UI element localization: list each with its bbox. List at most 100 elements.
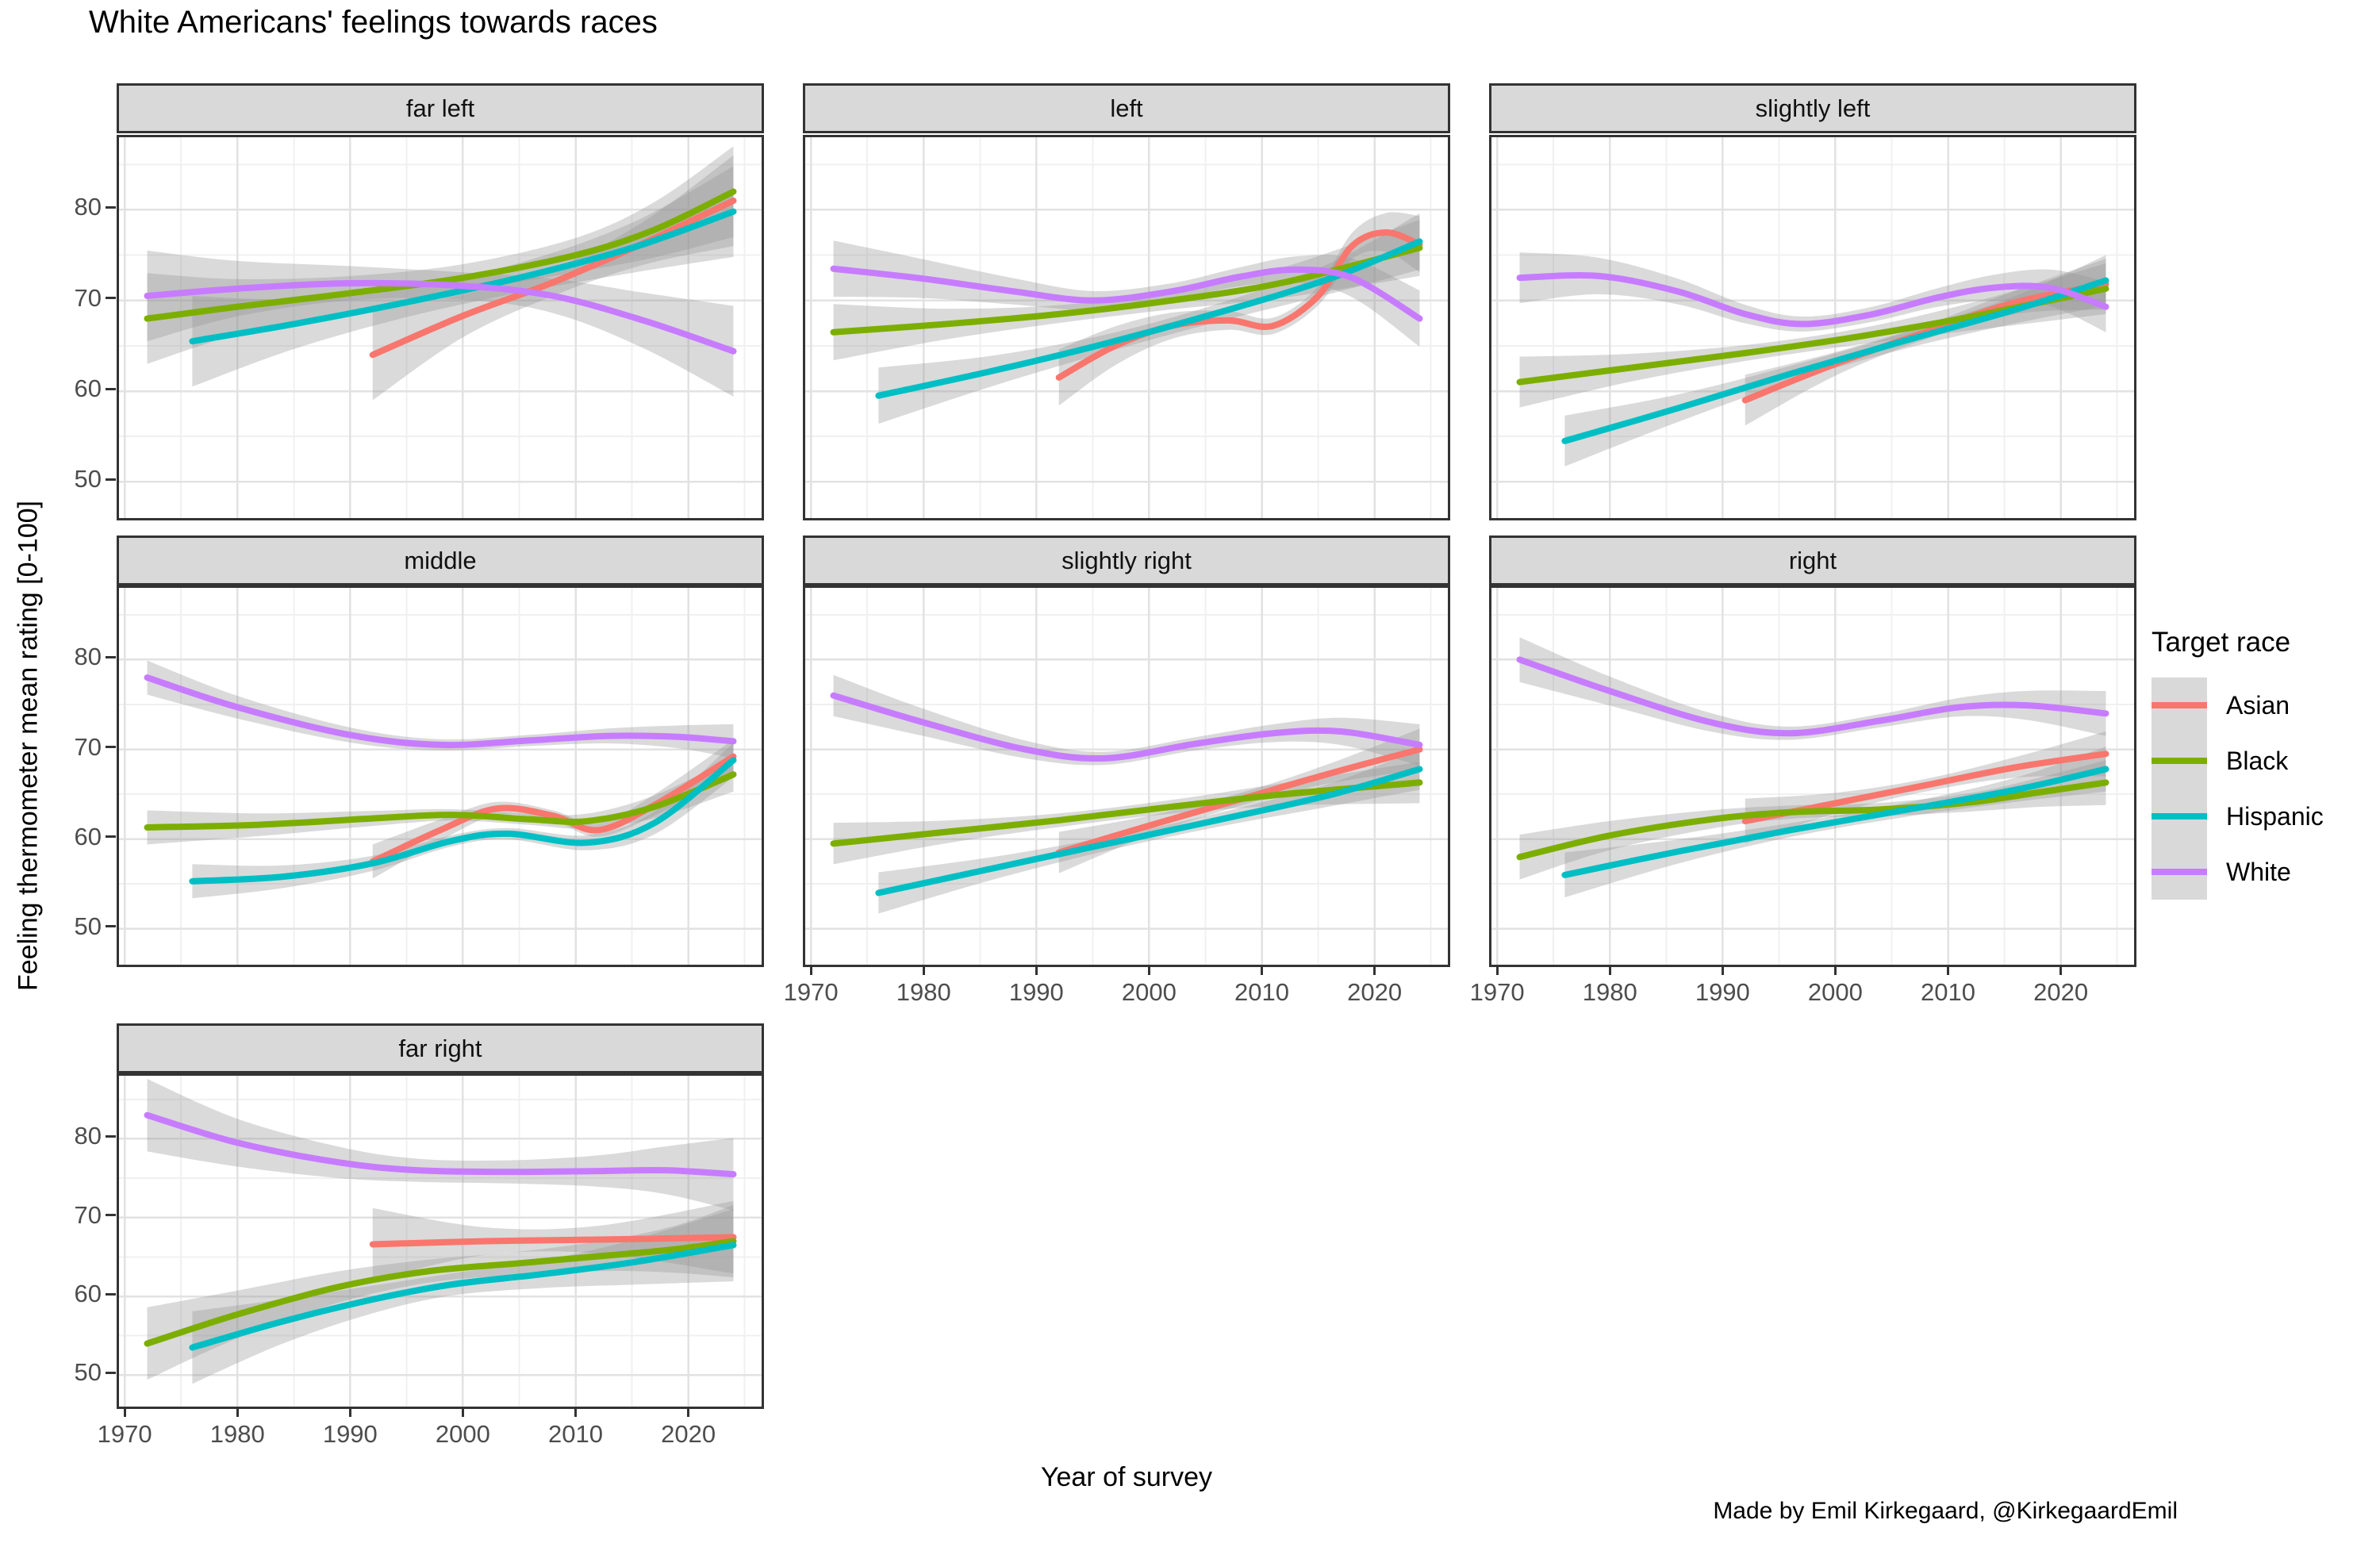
x-tick-mark (2059, 965, 2063, 975)
chart-caption: Made by Emil Kirkegaard, @KirkegaardEmil (1713, 1498, 2178, 1524)
right-hispanic-trend-line (1561, 766, 2109, 878)
x-tick-mark (1035, 965, 1038, 975)
legend: Target race Asian Black Hispanic White (2152, 627, 2324, 900)
left-white-trend-line (830, 265, 1423, 322)
x-tick-mark (1833, 965, 1837, 975)
y-tick-mark (106, 835, 116, 839)
facet-plot-middle (119, 588, 762, 965)
far-left-black-ci-ribbon (147, 146, 734, 364)
x-tick-label: 1990 (1695, 978, 1750, 1006)
facet-strip-label-left: left (1110, 94, 1143, 122)
y-tick-mark (106, 387, 116, 390)
legend-line-icon (2152, 869, 2207, 875)
left-hispanic-trend-line (875, 238, 1423, 399)
x-tick-mark (1608, 965, 1611, 975)
legend-label-hispanic: Hispanic (2226, 801, 2324, 831)
x-tick-mark (809, 965, 812, 975)
facet-panel-far-right (117, 1073, 764, 1409)
slightly-left-black-ci-ribbon (1519, 263, 2106, 408)
left-hispanic-ci-ribbon (878, 213, 1420, 424)
facet-plot-slightly-left (1491, 137, 2134, 518)
x-tick-label: 2010 (1234, 978, 1289, 1006)
x-tick-label: 1980 (896, 978, 951, 1006)
right-black-ci-ribbon (1519, 760, 2106, 880)
facet-strip-left: left (803, 83, 1450, 133)
right-white-trend-line (1516, 656, 2109, 737)
far-right-hispanic-ci-ribbon (192, 1208, 734, 1384)
y-tick-label: 80 (74, 643, 102, 671)
y-tick-mark (106, 297, 116, 300)
x-tick-mark (1721, 965, 1724, 975)
y-tick-label: 70 (74, 732, 102, 761)
y-tick-mark (106, 1134, 116, 1138)
facet-strip-right: right (1489, 536, 2136, 585)
y-tick-label: 60 (74, 1280, 102, 1307)
facet-strip-middle: middle (117, 536, 764, 585)
x-tick-label: 2000 (1807, 978, 1863, 1006)
facet-plot-far-left (119, 137, 762, 518)
middle-hispanic-ci-ribbon (192, 743, 734, 899)
x-tick-label: 1980 (1582, 978, 1637, 1006)
slightly-right-black-trend-line (830, 779, 1423, 847)
y-tick-label: 50 (74, 465, 102, 493)
middle-black-trend-line (144, 771, 737, 831)
x-tick-mark (1373, 965, 1376, 975)
facet-plot-slightly-right (805, 588, 1448, 965)
far-left-hispanic-trend-line (189, 208, 737, 345)
slightly-left-white-trend-line (1516, 271, 2109, 328)
legend-items: Asian Black Hispanic White (2152, 678, 2324, 900)
legend-line-icon (2152, 758, 2207, 764)
x-tick-mark (1147, 965, 1150, 975)
y-tick-label: 60 (74, 374, 102, 402)
slightly-right-white-ci-ribbon (833, 674, 1420, 766)
y-tick-mark (106, 655, 116, 658)
slightly-right-hispanic-ci-ribbon (878, 748, 1420, 914)
legend-key-swatch-black (2152, 733, 2207, 789)
legend-item-asian: Asian (2152, 678, 2324, 733)
facet-panel-slightly-left (1489, 135, 2136, 520)
slightly-left-black-trend-line (1516, 285, 2109, 386)
x-tick-label: 2020 (661, 1420, 716, 1448)
far-right-black-ci-ribbon (147, 1204, 734, 1380)
y-tick-label: 80 (74, 193, 102, 221)
facet-strip-label-middle: middle (404, 546, 477, 574)
legend-title: Target race (2152, 627, 2291, 658)
slightly-left-white-ci-ribbon (1519, 252, 2106, 332)
x-tick-mark (687, 1407, 690, 1417)
slightly-right-white-trend-line (830, 692, 1423, 762)
far-left-white-trend-line (144, 279, 737, 355)
far-left-asian-trend-line (369, 198, 737, 359)
legend-item-hispanic: Hispanic (2152, 789, 2324, 844)
x-tick-label: 2000 (1121, 978, 1177, 1006)
x-axis-title: Year of survey (1040, 1462, 1213, 1492)
chart-title: White Americans' feelings towards races (89, 5, 658, 40)
far-right-white-trend-line (144, 1111, 737, 1178)
y-axis-title: Feeling thermometer mean rating [0-100] (13, 501, 44, 991)
x-tick-label: 1990 (322, 1420, 378, 1448)
legend-key-swatch-white (2152, 844, 2207, 900)
facet-plot-right (1491, 588, 2134, 965)
facet-panel-right (1489, 585, 2136, 967)
facet-strip-far-left: far left (117, 83, 764, 133)
facet-strip-label-slightly-right: slightly right (1061, 546, 1192, 574)
slightly-left-hispanic-trend-line (1561, 277, 2109, 444)
facet-strip-far-right: far right (117, 1023, 764, 1073)
x-tick-label: 2010 (1921, 978, 1975, 1006)
facet-plot-far-right (119, 1076, 762, 1407)
x-tick-label: 1970 (97, 1420, 152, 1448)
y-tick-label: 80 (74, 1122, 102, 1150)
middle-asian-ci-ribbon (372, 739, 734, 879)
left-black-ci-ribbon (833, 220, 1420, 361)
x-tick-mark (461, 1407, 464, 1417)
y-tick-mark (106, 1371, 116, 1374)
legend-label-asian: Asian (2226, 690, 2290, 720)
legend-item-black: Black (2152, 733, 2324, 789)
legend-label-black: Black (2226, 746, 2289, 775)
x-tick-label: 1970 (1469, 978, 1525, 1006)
x-tick-mark (574, 1407, 578, 1417)
far-left-black-trend-line (144, 188, 737, 322)
y-tick-label: 60 (74, 822, 102, 850)
x-tick-mark (236, 1407, 239, 1417)
facet-plot-left (805, 137, 1448, 518)
far-left-asian-ci-ribbon (372, 155, 734, 401)
